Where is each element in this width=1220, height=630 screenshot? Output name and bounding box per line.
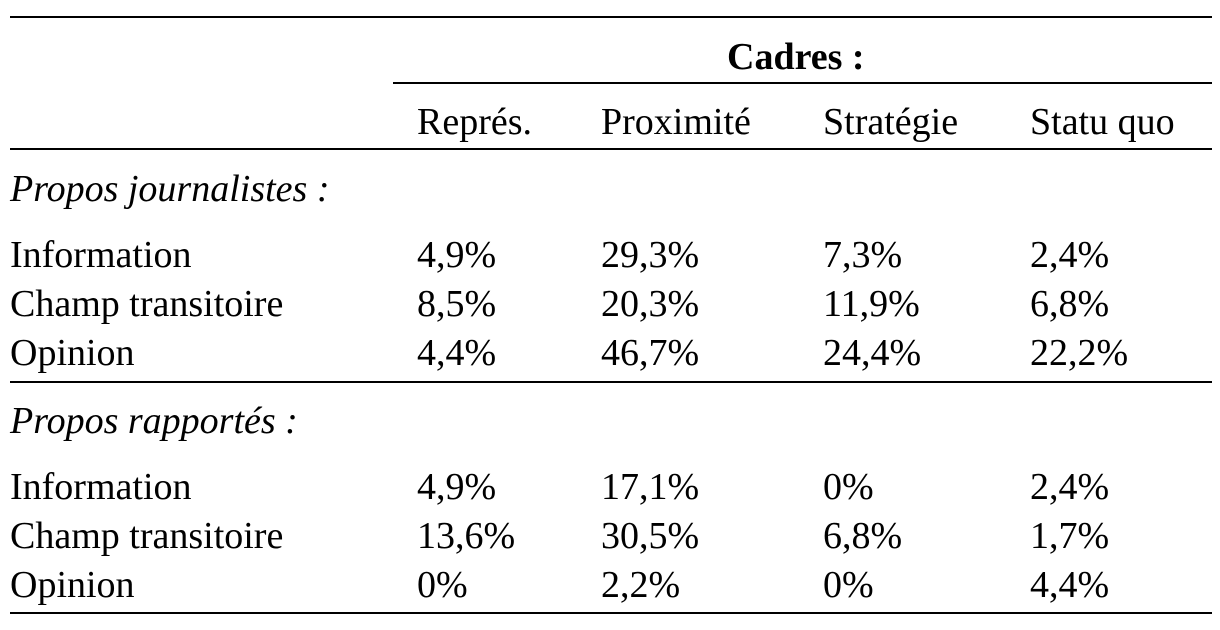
group-header: Cadres : xyxy=(727,36,865,78)
column-header-statu-quo: Statu quo xyxy=(1030,101,1175,143)
row-label: Information xyxy=(10,234,192,276)
row-label: Information xyxy=(10,466,192,508)
group-header-rule xyxy=(393,82,1212,84)
table-cell: 2,2% xyxy=(601,564,681,606)
table-cell: 20,3% xyxy=(601,283,700,325)
table-top-rule xyxy=(10,16,1212,18)
column-header-proximite: Proximité xyxy=(601,101,751,143)
table-cell: 0% xyxy=(823,466,874,508)
row-label: Opinion xyxy=(10,564,135,606)
table-cell: 11,9% xyxy=(823,283,920,325)
section-divider-rule xyxy=(10,381,1212,383)
table-cell: 4,4% xyxy=(417,332,497,374)
table-cell: 6,8% xyxy=(1030,283,1110,325)
row-label: Champ transitoire xyxy=(10,283,284,325)
table-cell: 4,9% xyxy=(417,234,497,276)
column-header-strategie: Stratégie xyxy=(823,101,959,143)
column-header-repres: Représ. xyxy=(417,101,533,143)
table-cell: 46,7% xyxy=(601,332,700,374)
table-cell: 29,3% xyxy=(601,234,700,276)
row-label: Champ transitoire xyxy=(10,515,284,557)
table-cell: 7,3% xyxy=(823,234,903,276)
section-title-rapportes: Propos rapportés : xyxy=(10,400,298,442)
table-cell: 2,4% xyxy=(1030,466,1110,508)
table-cell: 4,4% xyxy=(1030,564,1110,606)
table-cell: 4,9% xyxy=(417,466,497,508)
table-cell: 0% xyxy=(823,564,874,606)
table-cell: 2,4% xyxy=(1030,234,1110,276)
row-label: Opinion xyxy=(10,332,135,374)
table-cell: 13,6% xyxy=(417,515,516,557)
column-header-rule xyxy=(10,148,1212,150)
table-bottom-rule xyxy=(10,612,1212,614)
table-cell: 6,8% xyxy=(823,515,903,557)
table-cell: 22,2% xyxy=(1030,332,1129,374)
section-title-journalistes: Propos journalistes : xyxy=(10,168,330,210)
table-cell: 24,4% xyxy=(823,332,922,374)
table-cell: 30,5% xyxy=(601,515,700,557)
table-cell: 8,5% xyxy=(417,283,497,325)
table-cell: 1,7% xyxy=(1030,515,1110,557)
table-cell: 17,1% xyxy=(601,466,700,508)
table-cell: 0% xyxy=(417,564,468,606)
